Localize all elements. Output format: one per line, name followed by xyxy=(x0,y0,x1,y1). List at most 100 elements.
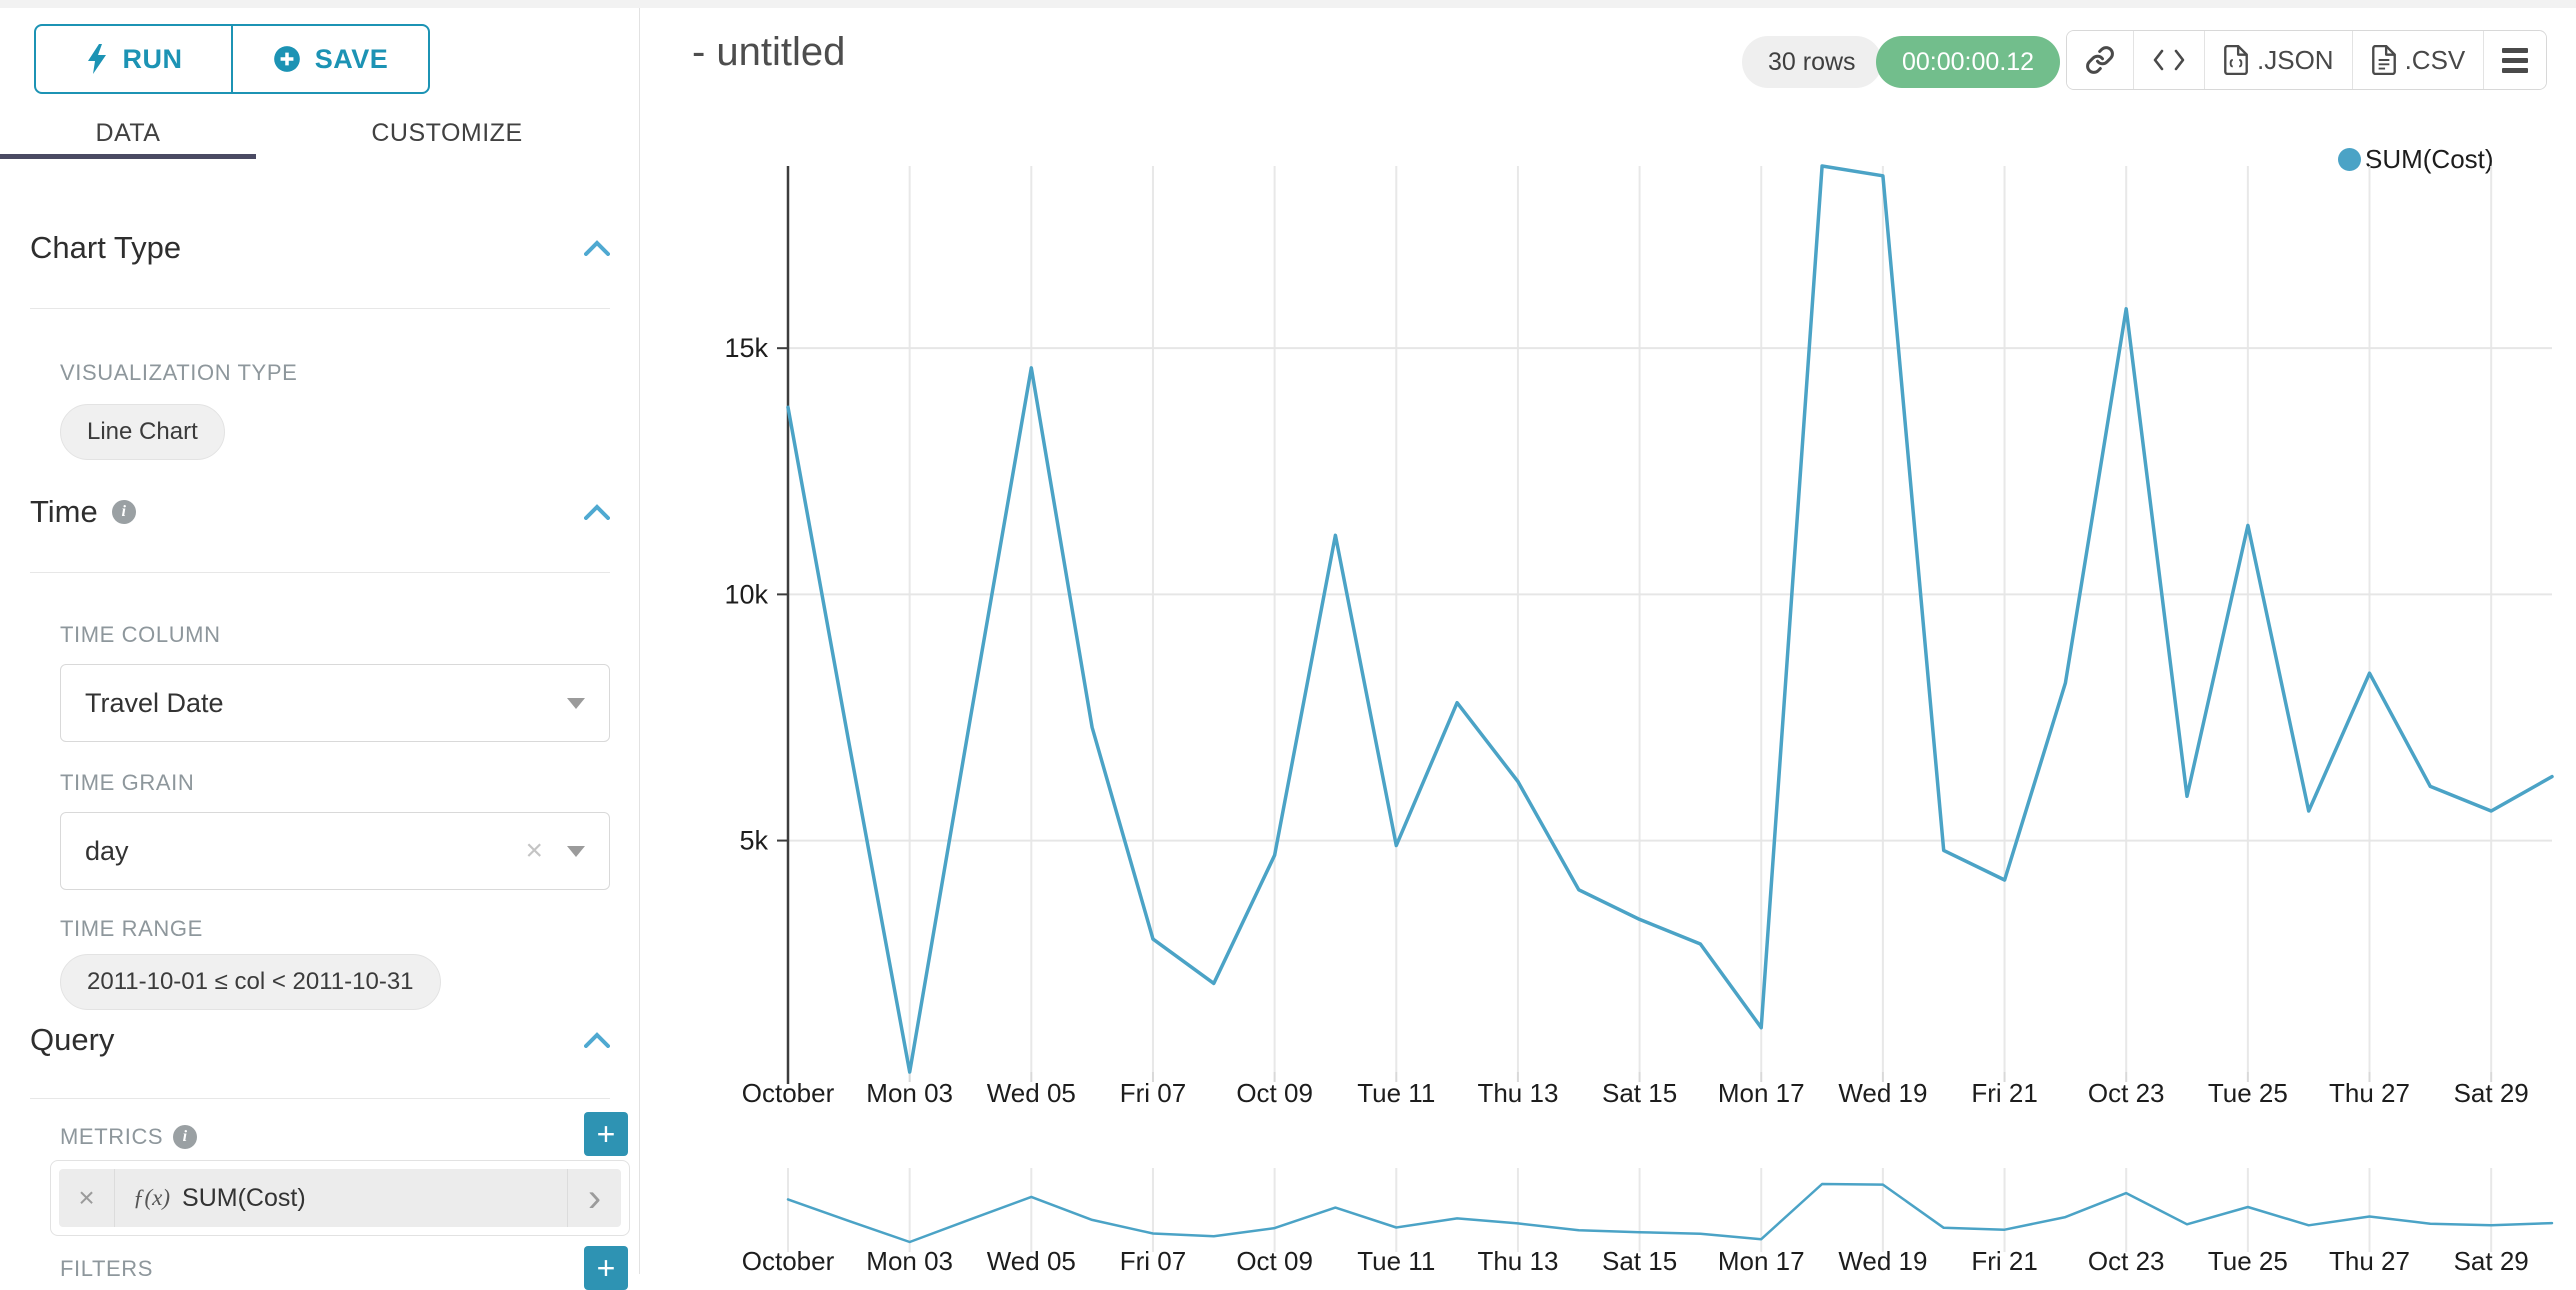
section-title-chart-type: Chart Type xyxy=(30,230,182,265)
top-strip xyxy=(0,0,2576,8)
series-line-sum-cost xyxy=(786,164,2554,1074)
x-tick-label: Wed 05 xyxy=(987,1246,1076,1274)
time-column-label: TIME COLUMN xyxy=(60,622,221,647)
x-tick-label: October xyxy=(742,1078,835,1108)
x-tick-label: Wed 19 xyxy=(1838,1246,1927,1274)
chevron-up-icon[interactable] xyxy=(584,240,610,256)
x-tick-label: Thu 13 xyxy=(1477,1246,1558,1274)
time-grain-value: day xyxy=(85,835,129,866)
x-tick-label: Oct 09 xyxy=(1236,1078,1313,1108)
add-filter-button[interactable]: + xyxy=(584,1246,628,1290)
metric-name: SUM(Cost) xyxy=(182,1183,306,1212)
x-tick-label: Oct 23 xyxy=(2088,1078,2165,1108)
x-tick-label: Tue 25 xyxy=(2208,1246,2288,1274)
legend-series-dot xyxy=(2338,148,2361,171)
export-json-label: .JSON xyxy=(2257,44,2334,75)
x-tick-label: Fri 21 xyxy=(1971,1078,2037,1108)
save-button[interactable]: SAVE xyxy=(233,26,428,92)
x-tick-label: Tue 25 xyxy=(2208,1078,2288,1108)
code-icon xyxy=(2152,47,2186,73)
y-tick-label: 15k xyxy=(724,333,768,363)
x-tick-label: Mon 17 xyxy=(1718,1078,1805,1108)
x-tick-label: Mon 17 xyxy=(1718,1246,1805,1274)
legend[interactable]: SUM(Cost) xyxy=(2338,144,2494,175)
x-tick-label: Mon 03 xyxy=(866,1246,953,1274)
function-icon: ƒ(x) xyxy=(133,1185,171,1210)
chevron-down-icon xyxy=(567,845,585,857)
chevron-up-icon[interactable] xyxy=(584,504,610,520)
viz-type-value-pill[interactable]: Line Chart xyxy=(60,404,225,460)
clear-icon[interactable]: × xyxy=(525,834,543,867)
add-metric-button[interactable]: + xyxy=(584,1112,628,1156)
run-save-button-group: RUN SAVE xyxy=(34,24,430,94)
chevron-up-icon[interactable] xyxy=(584,1032,610,1048)
time-range-value-pill[interactable]: 2011-10-01 ≤ col < 2011-10-31 xyxy=(60,954,441,1010)
link-icon xyxy=(2085,45,2115,75)
chart-title[interactable]: - untitled xyxy=(692,30,846,74)
main-line-chart[interactable]: 5k 10k 15k October Mon 03 Wed 05 Fri 07 Oct 09 T… xyxy=(700,140,2576,1140)
x-tick-label: Fri 21 xyxy=(1971,1246,2037,1274)
x-tick-label: Mon 03 xyxy=(866,1078,953,1108)
x-tick-label: Tue 11 xyxy=(1357,1078,1435,1108)
control-panel-sidebar: RUN SAVE DATA CUSTOMIZE Chart Type VISUA… xyxy=(0,8,640,1290)
run-button-label: RUN xyxy=(122,43,183,74)
export-button-group: .JSON .CSV xyxy=(2066,30,2548,90)
menu-icon xyxy=(2502,47,2529,73)
share-link-button[interactable] xyxy=(2067,31,2134,89)
info-icon: i xyxy=(111,500,136,524)
active-tab-underline xyxy=(0,154,256,159)
row-count-badge: 30 rows xyxy=(1742,36,1882,88)
filters-label: FILTERS xyxy=(60,1256,154,1281)
file-csv-icon xyxy=(2371,45,2397,75)
series-line-sum-cost xyxy=(786,1182,2554,1244)
x-tick-label: Wed 05 xyxy=(987,1078,1076,1108)
section-divider xyxy=(30,308,610,309)
x-tick-label: Thu 27 xyxy=(2329,1078,2410,1108)
x-tick-label: Wed 19 xyxy=(1838,1078,1927,1108)
file-json-icon xyxy=(2223,45,2249,75)
metrics-container: × ƒ(x) SUM(Cost) › xyxy=(50,1160,630,1236)
time-column-select[interactable]: Travel Date xyxy=(60,664,610,742)
time-range-label: TIME RANGE xyxy=(60,916,203,941)
section-title-query: Query xyxy=(30,1022,115,1057)
x-tick-label: Thu 13 xyxy=(1477,1078,1558,1108)
export-csv-button[interactable]: .CSV xyxy=(2352,31,2485,89)
remove-metric-icon[interactable]: × xyxy=(59,1169,115,1227)
legend-series-label: SUM(Cost) xyxy=(2365,144,2494,174)
bolt-icon xyxy=(85,44,109,74)
x-tick-label: Thu 27 xyxy=(2329,1246,2410,1274)
chart-menu-button[interactable] xyxy=(2484,31,2547,89)
embed-code-button[interactable] xyxy=(2134,31,2205,89)
viz-type-label: VISUALIZATION TYPE xyxy=(60,360,298,385)
x-tick-label: Oct 23 xyxy=(2088,1246,2165,1274)
export-json-button[interactable]: .JSON xyxy=(2205,31,2353,89)
run-button[interactable]: RUN xyxy=(36,26,233,92)
chevron-down-icon xyxy=(567,697,585,709)
export-csv-label: .CSV xyxy=(2404,44,2466,75)
section-divider xyxy=(30,1098,610,1099)
section-title-time: Time xyxy=(30,494,98,529)
focus-brush-chart[interactable]: October Mon 03 Wed 05 Fri 07 Oct 09 Tue 11 Thu… xyxy=(700,1148,2576,1274)
time-grain-label: TIME GRAIN xyxy=(60,770,195,795)
plus-circle-icon xyxy=(273,45,301,73)
x-tick-label: Sat 15 xyxy=(1602,1078,1677,1108)
x-tick-label: Sat 29 xyxy=(2454,1246,2529,1274)
tab-data[interactable]: DATA xyxy=(95,118,161,147)
time-grain-select[interactable]: day × xyxy=(60,812,610,890)
chevron-right-icon[interactable]: › xyxy=(567,1169,621,1227)
x-tick-label: Sat 29 xyxy=(2454,1078,2529,1108)
metric-pill[interactable]: × ƒ(x) SUM(Cost) › xyxy=(59,1169,621,1227)
y-tick-label: 5k xyxy=(739,826,768,856)
time-column-value: Travel Date xyxy=(85,687,224,718)
section-divider xyxy=(30,572,610,573)
info-icon: i xyxy=(173,1125,198,1149)
x-tick-label: Tue 11 xyxy=(1357,1246,1435,1274)
x-tick-label: October xyxy=(742,1246,835,1274)
x-tick-label: Fri 07 xyxy=(1120,1078,1186,1108)
metrics-label: METRICS i xyxy=(60,1124,198,1150)
x-tick-label: Fri 07 xyxy=(1120,1246,1186,1274)
query-timer-badge: 00:00:00.12 xyxy=(1876,36,2061,88)
save-button-label: SAVE xyxy=(314,43,389,74)
x-tick-label: Sat 15 xyxy=(1602,1246,1677,1274)
tab-customize[interactable]: CUSTOMIZE xyxy=(371,118,523,147)
